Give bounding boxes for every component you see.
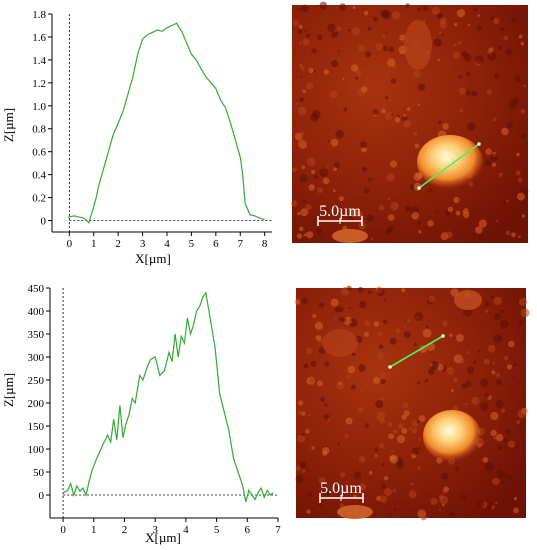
x-tick-label: 2	[115, 238, 121, 250]
x-axis-ticks: 0 1 2 3 4 5 6 7	[60, 518, 281, 536]
x-tick-label: 4	[183, 524, 189, 536]
x-tick-label: 4	[164, 238, 170, 250]
y-tick-label: 350	[28, 329, 45, 341]
x-axis-ticks: 0 1 2 3 4 5 6 7 8	[67, 232, 268, 250]
y-tick-label: 400	[28, 306, 45, 318]
x-tick-label: 5	[214, 524, 220, 536]
y-axis-title: Z[µm]	[1, 373, 16, 407]
y-tick-label: 1.8	[32, 9, 46, 21]
height-profile-line	[62, 290, 274, 503]
profile-line-marker	[418, 143, 480, 189]
y-tick-label: 200	[28, 398, 45, 410]
profile-line-marker	[389, 335, 444, 368]
y-tick-label: 1.6	[32, 32, 46, 44]
y-tick-label: 0.4	[32, 170, 46, 182]
x-tick-label: 3	[140, 238, 146, 250]
x-tick-label: 7	[275, 524, 281, 536]
x-tick-label: 1	[91, 524, 97, 536]
y-tick-label: 0.2	[32, 193, 46, 205]
profile-chart-bottom: 0 50 100 150 200 250 300 350 400 450 0 1 2 3 4 5 6 7 X[µ…	[1, 283, 281, 545]
y-tick-label: 450	[28, 283, 45, 295]
scalebar: 5.0µm	[317, 203, 363, 226]
x-tick-label: 1	[91, 238, 97, 250]
afm-image-bottom: 5.0µm	[294, 285, 530, 521]
x-tick-label: 3	[152, 524, 158, 536]
y-tick-label: 1.0	[32, 101, 46, 113]
y-axis-ticks: 0 0.2 0.4 0.6 0.8 1.0 1.2 1.4 1.6 1.8	[32, 9, 52, 228]
y-tick-label: 150	[28, 421, 45, 433]
height-profile-line	[67, 22, 265, 224]
axes	[49, 288, 278, 519]
scalebar-label: 5.0µm	[319, 203, 361, 220]
x-tick-label: 0	[67, 238, 73, 250]
particle-blob	[417, 135, 483, 189]
y-tick-label: 50	[33, 467, 45, 479]
y-tick-label: 0	[41, 216, 47, 228]
y-tick-label: 0	[39, 490, 45, 502]
particle-blob	[423, 410, 481, 462]
x-tick-label: 2	[122, 524, 128, 536]
y-tick-label: 1.4	[32, 55, 46, 67]
profile-chart-top: 0 0.2 0.4 0.6 0.8 1.0 1.2 1.4 1.6 1.8 0 1 2 3 4 5 6 7 8 X…	[1, 9, 272, 266]
x-tick-label: 6	[213, 238, 219, 250]
axes	[51, 14, 272, 233]
x-tick-label: 5	[189, 238, 195, 250]
scalebar-label: 5.0µm	[320, 480, 362, 497]
y-axis-title: Z[µm]	[1, 108, 16, 142]
y-tick-label: 1.2	[32, 78, 46, 90]
y-tick-label: 100	[28, 444, 45, 456]
y-tick-label: 0.6	[32, 147, 46, 159]
x-tick-label: 8	[262, 238, 268, 250]
x-axis-title: X[µm]	[135, 251, 171, 266]
y-tick-label: 250	[28, 375, 45, 387]
y-tick-label: 300	[28, 352, 45, 364]
scalebar: 5.0µm	[319, 480, 364, 503]
afm-image-top: 5.0µm	[291, 1, 529, 243]
y-axis-ticks: 0 50 100 150 200 250 300 350 400 450	[28, 283, 50, 502]
x-tick-label: 0	[60, 524, 66, 536]
y-tick-label: 0.8	[32, 124, 46, 136]
x-axis-title: X[µm]	[145, 530, 181, 545]
x-tick-label: 7	[238, 238, 244, 250]
x-tick-label: 6	[245, 524, 251, 536]
